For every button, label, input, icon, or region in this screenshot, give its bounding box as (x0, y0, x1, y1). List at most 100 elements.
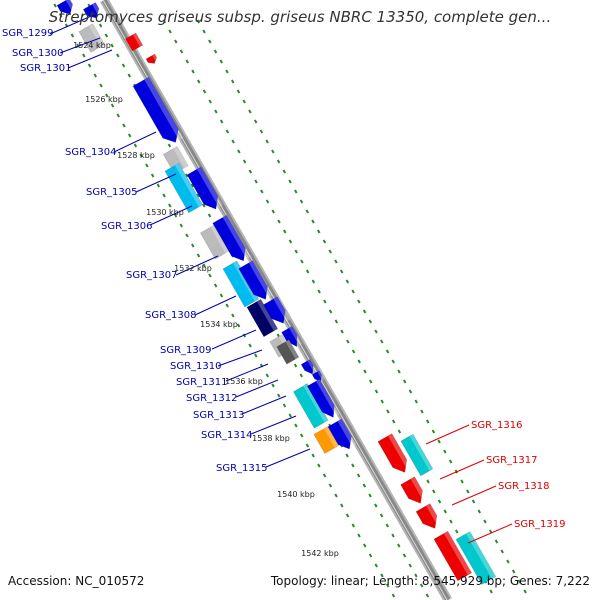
gene-feature[interactable] (238, 260, 273, 304)
gene-label-left[interactable]: SGR_1304 (65, 147, 117, 158)
gene-shine (410, 476, 428, 502)
gene-feature[interactable] (313, 426, 340, 454)
gene-block (276, 339, 300, 365)
guide-dot (260, 189, 264, 194)
leader-line (49, 13, 97, 35)
gene-shine (132, 32, 143, 47)
gene-label-left[interactable]: SGR_1311 (176, 377, 228, 388)
gene-arrow (145, 53, 158, 64)
gene-label-left[interactable]: SGR_1306 (101, 221, 153, 232)
guide-dot (121, 63, 126, 68)
gene-label-right[interactable]: SGR_1318 (498, 481, 550, 492)
guide-dot (127, 133, 132, 138)
gene-label-left[interactable]: SGR_1301 (20, 63, 72, 74)
guide-dot (432, 489, 436, 494)
gene-label-left[interactable]: SGR_1307 (126, 270, 178, 281)
guide-dot (277, 393, 281, 398)
gene-label-left[interactable]: SGR_1312 (186, 393, 238, 404)
guide-dot (477, 509, 481, 514)
guide-dot (168, 203, 172, 208)
gene-label-left[interactable]: SGR_1313 (193, 410, 245, 421)
gene-label-right[interactable]: SGR_1319 (514, 519, 566, 530)
guide-dot (374, 389, 379, 394)
gene-label-left[interactable]: SGR_1314 (201, 430, 253, 441)
guide-dot (207, 213, 212, 218)
guide-dot (426, 479, 430, 484)
leader-line (59, 37, 101, 54)
gene-feature[interactable] (263, 296, 291, 328)
gene-arrow (415, 503, 438, 529)
guide-dot (300, 259, 304, 264)
guide-dot (162, 193, 166, 198)
guide-dot (271, 209, 275, 214)
gene-labels: SGR_1299 SGR_1300 SGR_1301 SGR_1304 SGR_1305… (2, 28, 566, 530)
leader-line (439, 459, 485, 480)
gene-label-left[interactable]: SGR_1300 (12, 48, 64, 59)
gene-label-left[interactable]: SGR_1305 (86, 187, 138, 198)
guide-dot (179, 223, 184, 228)
gene-shine (174, 163, 203, 208)
gene-feature[interactable] (212, 214, 251, 265)
gene-block (78, 23, 106, 53)
gene-feature[interactable] (56, 0, 77, 18)
guide-dot (248, 343, 252, 348)
guide-dot (208, 273, 212, 278)
gene-feature[interactable] (455, 531, 497, 585)
gene-label-left[interactable]: SGR_1315 (216, 463, 268, 474)
guide-dot (391, 593, 396, 598)
gene-feature[interactable] (276, 339, 300, 365)
guide-dot (443, 509, 447, 514)
gene-feature[interactable] (132, 76, 184, 147)
gene-label-right[interactable]: SGR_1316 (471, 420, 523, 431)
gene-feature[interactable] (246, 298, 279, 338)
guide-dot (219, 293, 224, 298)
gene-feature[interactable] (327, 418, 357, 453)
gene-feature[interactable] (145, 53, 159, 66)
gene-shine (222, 215, 251, 260)
gene-feature[interactable] (306, 378, 340, 421)
guide-dot (271, 149, 275, 154)
gene-feature[interactable] (125, 32, 144, 52)
guide-dot (385, 583, 390, 588)
guide-dot (368, 379, 373, 384)
gene-feature[interactable] (400, 433, 434, 477)
gene-label-left[interactable]: SGR_1310 (170, 361, 222, 372)
gene-arrow (56, 0, 73, 15)
tick-label: 1534 kbp (200, 320, 238, 329)
gene-label-left[interactable]: SGR_1309 (160, 345, 212, 356)
map-title: Streptomyces griseus subsp. griseus NBRC… (49, 8, 551, 26)
guide-dot (254, 353, 258, 358)
gene-label-right[interactable]: SGR_1317 (486, 455, 538, 466)
guide-dot (402, 553, 407, 558)
guide-dot (225, 303, 229, 308)
guide-dot (340, 503, 344, 508)
guide-dot (437, 499, 442, 504)
leader-line (113, 131, 157, 153)
gene-label-left[interactable]: SGR_1308 (145, 310, 197, 321)
gene-label-left[interactable]: SGR_1299 (2, 28, 54, 39)
gene-feature[interactable] (78, 23, 106, 53)
gene-feature[interactable] (415, 503, 442, 533)
gene-shine (387, 433, 412, 471)
guide-dot (259, 129, 264, 134)
guide-dot (425, 593, 430, 598)
guide-dot (351, 289, 355, 294)
guide-dot (334, 259, 338, 264)
guide-dot (219, 119, 224, 124)
gene-feature[interactable] (293, 383, 329, 429)
guide-dot (276, 159, 281, 164)
gene-feature[interactable] (300, 359, 317, 376)
gene-feature[interactable] (164, 162, 204, 214)
guide-dot (202, 29, 206, 34)
gene-shine (289, 326, 302, 346)
gene-feature[interactable] (281, 325, 302, 349)
guide-dot (191, 243, 195, 248)
gene-feature[interactable] (377, 433, 412, 477)
guide-dot (356, 473, 361, 478)
gene-feature[interactable] (311, 370, 325, 384)
gene-feature[interactable] (400, 476, 428, 508)
guide-dot (265, 139, 269, 144)
gene-feature[interactable] (200, 224, 230, 260)
gene-feature[interactable] (433, 530, 472, 582)
gene-feature[interactable] (186, 166, 223, 213)
